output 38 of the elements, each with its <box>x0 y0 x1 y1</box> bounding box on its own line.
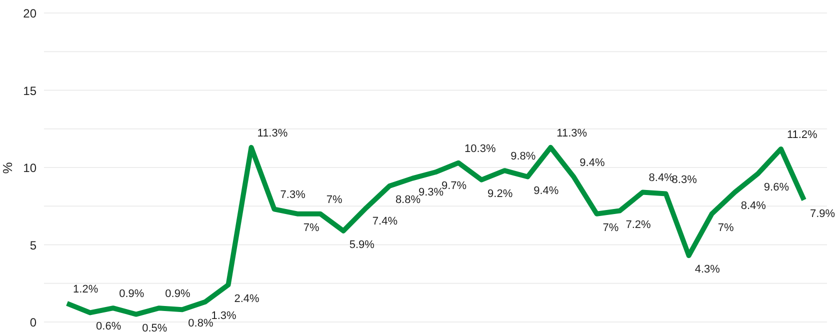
data-label: 9.4% <box>534 184 559 197</box>
data-label: 8.4% <box>740 200 766 212</box>
data-label: 7.9% <box>810 208 836 220</box>
data-label: 0.9% <box>165 288 190 300</box>
data-label: 0.5% <box>142 322 168 333</box>
data-label: 2.4% <box>234 292 260 305</box>
data-label: 0.9% <box>119 288 144 300</box>
data-label: 0.8% <box>188 318 214 330</box>
data-label: 11.3% <box>257 127 288 140</box>
data-label: 7% <box>718 222 734 234</box>
y-tick-label: 15 <box>23 84 37 98</box>
y-tick-label: 5 <box>30 238 37 252</box>
data-label: 9.7% <box>442 180 467 192</box>
data-label: 9.6% <box>764 182 790 194</box>
data-label: 10.3% <box>464 142 496 155</box>
data-label: 7.3% <box>280 189 306 202</box>
data-label: 9.2% <box>488 188 513 200</box>
data-label: 0.6% <box>96 320 122 333</box>
data-label: 7% <box>303 222 320 234</box>
data-label: 7% <box>326 194 342 206</box>
data-label: 7.2% <box>626 218 652 231</box>
data-label: 7.4% <box>372 216 398 228</box>
data-label: 4.3% <box>694 264 720 276</box>
y-tick-label: 20 <box>23 6 37 20</box>
data-label: 8.8% <box>395 194 421 206</box>
data-label: 1.3% <box>211 310 236 322</box>
data-label: 11.2% <box>786 128 818 141</box>
data-label: 1.2% <box>73 283 98 296</box>
data-label: 9.8% <box>510 150 536 163</box>
y-tick-label: 0 <box>30 316 37 330</box>
data-label: 8.3% <box>672 174 698 186</box>
y-axis-title: % <box>0 162 16 174</box>
data-label: 9.4% <box>580 156 605 169</box>
data-label: 11.3% <box>556 127 588 140</box>
y-tick-label: 10 <box>23 161 37 175</box>
data-label: 7% <box>602 222 619 234</box>
data-label: 9.3% <box>418 186 444 198</box>
data-label: 5.9% <box>349 238 375 251</box>
